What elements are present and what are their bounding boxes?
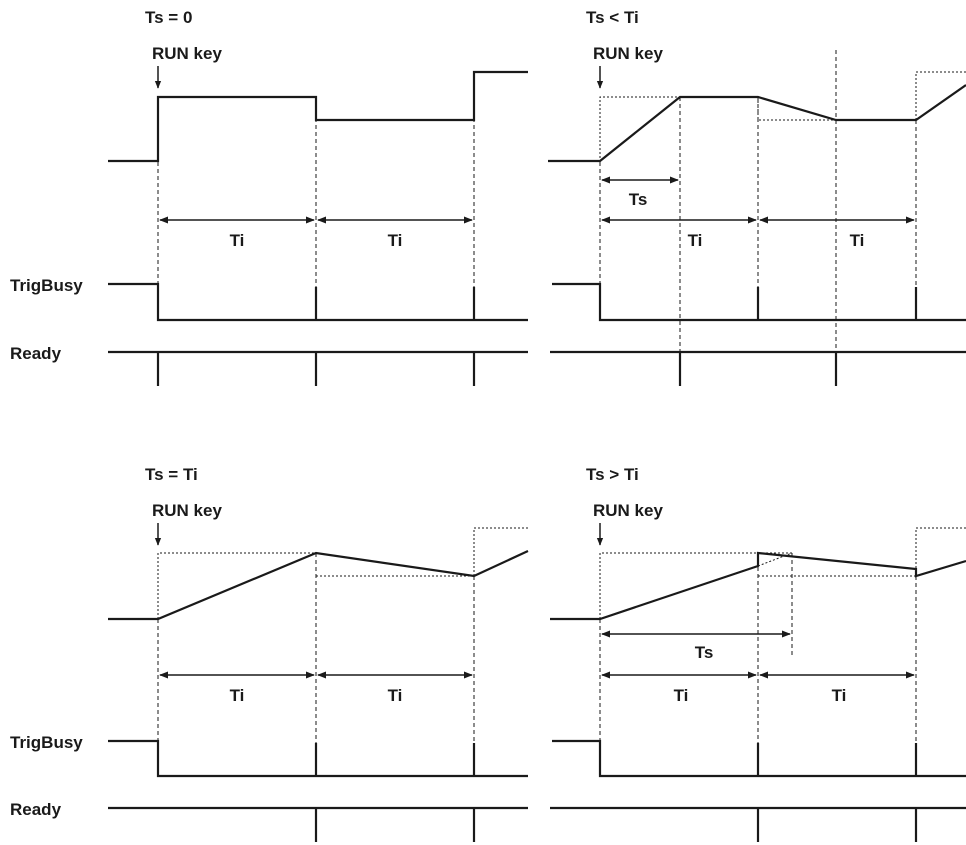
- target-level: [915, 71, 966, 120]
- ti-label: Ti: [230, 231, 245, 250]
- trigbusy-waveform: [108, 739, 528, 778]
- panel-title: Ts > Ti: [586, 465, 639, 484]
- run-key-label: RUN key: [593, 501, 663, 520]
- panel-title: Ts = Ti: [145, 465, 198, 484]
- ts-label: Ts: [629, 190, 648, 209]
- trigbusy-waveform: [552, 739, 966, 778]
- ti-label: Ti: [688, 231, 703, 250]
- target-level: [599, 96, 680, 162]
- run-key-label: RUN key: [593, 44, 663, 63]
- ts-label: Ts: [695, 643, 714, 662]
- ti-label: Ti: [832, 686, 847, 705]
- ti-label: Ti: [674, 686, 689, 705]
- ti-label: Ti: [388, 231, 403, 250]
- ready-label-top: Ready: [10, 344, 62, 363]
- ti-label: Ti: [230, 686, 245, 705]
- target-level: [473, 527, 528, 576]
- output-waveform: [108, 550, 529, 621]
- panel-title: Ts < Ti: [586, 8, 639, 27]
- trigbusy-waveform: [552, 282, 966, 322]
- target-level: [157, 552, 316, 619]
- target-level: [915, 527, 966, 576]
- trigbusy-label-top: TrigBusy: [10, 276, 83, 295]
- ti-label: Ti: [388, 686, 403, 705]
- output-waveform: [550, 551, 966, 621]
- trigbusy-waveform: [108, 282, 528, 322]
- ready-label-bottom: Ready: [10, 800, 62, 819]
- panel-ts-equals-zero: Ts = 0 RUN key Ti Ti: [108, 8, 528, 386]
- run-key-label: RUN key: [152, 501, 222, 520]
- panel-ts-equals-ti: Ts = Ti RUN key Ti Ti: [108, 465, 529, 842]
- run-key-label: RUN key: [152, 44, 222, 63]
- panel-ts-less-than-ti: Ts < Ti RUN key Ts Ti Ti: [548, 8, 966, 386]
- target-level: [599, 552, 792, 619]
- panel-ts-greater-than-ti: Ts > Ti RUN key Ts Ti Ti: [550, 465, 966, 842]
- output-waveform: [548, 84, 966, 163]
- ti-label: Ti: [850, 231, 865, 250]
- output-waveform: [108, 70, 528, 163]
- panel-title: Ts = 0: [145, 8, 192, 27]
- trigbusy-label-bottom: TrigBusy: [10, 733, 83, 752]
